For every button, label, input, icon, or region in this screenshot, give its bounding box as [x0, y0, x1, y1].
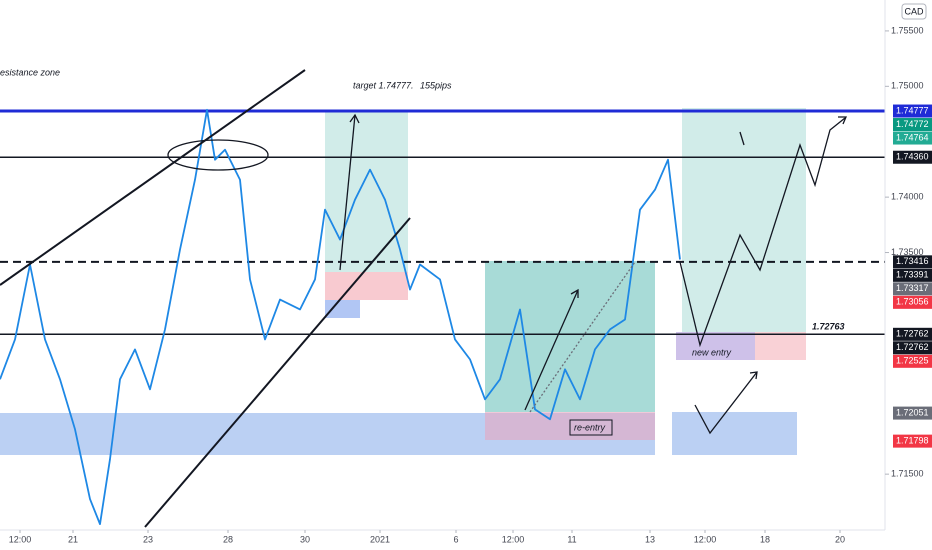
projection-target-zone: [682, 108, 806, 332]
x-tick-label: 30: [300, 534, 310, 544]
new-entry-zone: [676, 332, 755, 360]
annotation: new entry: [692, 347, 732, 357]
arrow: [524, 289, 579, 411]
y-tick-label: 1.73500: [891, 247, 924, 257]
price-line: [0, 108, 681, 526]
x-tick-label: 12:00: [502, 534, 525, 544]
price-label: 1.72762: [896, 329, 929, 339]
price-label-box: [893, 327, 932, 341]
annotation: esistance zone: [0, 67, 60, 77]
annotation: re-entry: [574, 422, 606, 432]
stop-zone: [325, 272, 408, 300]
currency: CAD: [904, 6, 924, 16]
x-tick-label: 6: [453, 534, 458, 544]
y-tick-label: 1.71500: [891, 469, 924, 479]
support-zone: [672, 412, 797, 455]
x-tick-label: 21: [68, 534, 78, 544]
price-label: 1.73317: [896, 283, 929, 293]
arrow-head: [838, 116, 847, 125]
trend-line: [0, 69, 306, 286]
price-label-box: [893, 406, 932, 420]
x-tick-label: 12:00: [9, 534, 32, 544]
price-label: 1.73416: [896, 256, 929, 266]
zones: [0, 108, 806, 455]
price-label: 1.72051: [896, 407, 929, 417]
annotation-box: [569, 419, 613, 436]
projection-path: [679, 117, 846, 348]
y-tick-label: 1.75000: [891, 81, 924, 91]
x-tick-label: 20: [835, 534, 845, 544]
dotted-line: [529, 261, 636, 413]
price-label-box: [893, 150, 932, 164]
price: [0, 108, 681, 526]
x-tick-label: 13: [645, 534, 655, 544]
price-label: 1.71798: [896, 436, 929, 446]
price-label-box: [893, 282, 932, 296]
arrow-head: [570, 288, 579, 298]
ellipse: [167, 139, 269, 171]
price-label-box: [893, 118, 932, 132]
price-label-box: [893, 341, 932, 355]
x-tick-label: 23: [143, 534, 153, 544]
levels: [0, 109, 885, 335]
price-label-box: [893, 354, 932, 368]
trend-line: [144, 217, 411, 528]
target-zone: [325, 112, 408, 272]
entry-zone: [325, 300, 360, 318]
profit-zone: [485, 261, 655, 412]
price-label-box: [893, 268, 932, 282]
price-label-box: [893, 255, 932, 269]
arrow: [339, 114, 356, 271]
arrow-head: [749, 371, 758, 380]
x-tick-label: 11: [567, 534, 576, 544]
arrow-head: [349, 113, 360, 124]
price-label: 1.74777: [896, 105, 929, 115]
projection-path: [694, 371, 758, 435]
price-label: 1.74764: [896, 132, 929, 142]
stop-zone: [755, 332, 806, 360]
price-label: 1.72762: [896, 342, 929, 352]
price-label: 1.73391: [896, 270, 929, 280]
price-label: 1.74360: [896, 152, 929, 162]
price-label-box: [893, 104, 932, 118]
price-label-box: [893, 434, 932, 448]
y-tick-label: 1.74000: [891, 192, 924, 202]
mark: [739, 131, 745, 146]
x-tick-label: 2021: [370, 534, 390, 544]
x-tick-label: 18: [760, 534, 770, 544]
x-tick-label: 12:00: [694, 534, 717, 544]
y-tick-label: 1.75500: [891, 25, 924, 35]
price-label: 1.72525: [896, 356, 929, 366]
annotation: 1.72763: [812, 321, 845, 331]
axes: 1.75500 1.75000 1.74000 1.73500 1.71500 12:00…: [9, 25, 932, 544]
x-tick-label: 28: [223, 534, 233, 544]
drawings: [0, 69, 847, 528]
annotation: 155pips: [420, 80, 452, 90]
annotation: target 1.74777.: [353, 80, 414, 90]
time-axis: [0, 530, 885, 550]
price-label: 1.73056: [896, 297, 929, 307]
price-label: 1.74772: [896, 119, 929, 129]
price-label-box: [893, 131, 932, 145]
currency-badge[interactable]: [901, 3, 927, 20]
price-label-box: [893, 295, 932, 309]
